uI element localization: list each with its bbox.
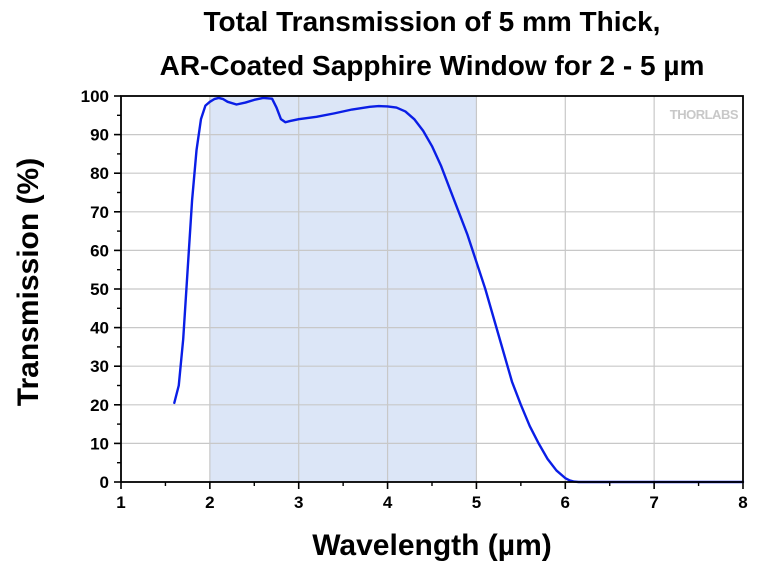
- series-layer: [173, 96, 745, 484]
- axis-layer: [114, 95, 744, 489]
- x-axis-label: Wavelength (µm): [312, 529, 552, 562]
- x-tick-label: 8: [738, 493, 747, 512]
- x-tick-label: 7: [649, 493, 658, 512]
- y-tick-label: 80: [90, 164, 109, 183]
- y-tick-label: 0: [100, 473, 109, 492]
- y-tick-label: 50: [90, 280, 109, 299]
- x-tick-label: 6: [561, 493, 570, 512]
- chart-title-line-1: Total Transmission of 5 mm Thick,: [204, 6, 661, 37]
- thorlabs-logo-watermark: THORLABS: [670, 107, 739, 122]
- y-tick-label: 90: [90, 126, 109, 145]
- x-tick-label: 2: [205, 493, 214, 512]
- series-line: [173, 96, 745, 484]
- y-tick-label: 10: [90, 434, 109, 453]
- y-tick-label: 60: [90, 241, 109, 260]
- y-axis-label: Transmission (%): [12, 158, 45, 406]
- y-tick-label: 20: [90, 396, 109, 415]
- x-tick-label: 4: [383, 493, 393, 512]
- chart-title-line-2: AR-Coated Sapphire Window for 2 - 5 µm: [160, 50, 705, 81]
- y-tick-label: 70: [90, 203, 109, 222]
- y-tick-label: 100: [81, 87, 109, 106]
- y-tick-label: 40: [90, 319, 109, 338]
- y-tick-label: 30: [90, 357, 109, 376]
- grid-layer: [121, 96, 743, 482]
- x-tick-label: 1: [116, 493, 125, 512]
- x-tick-label: 5: [472, 493, 481, 512]
- x-tick-label: 3: [294, 493, 303, 512]
